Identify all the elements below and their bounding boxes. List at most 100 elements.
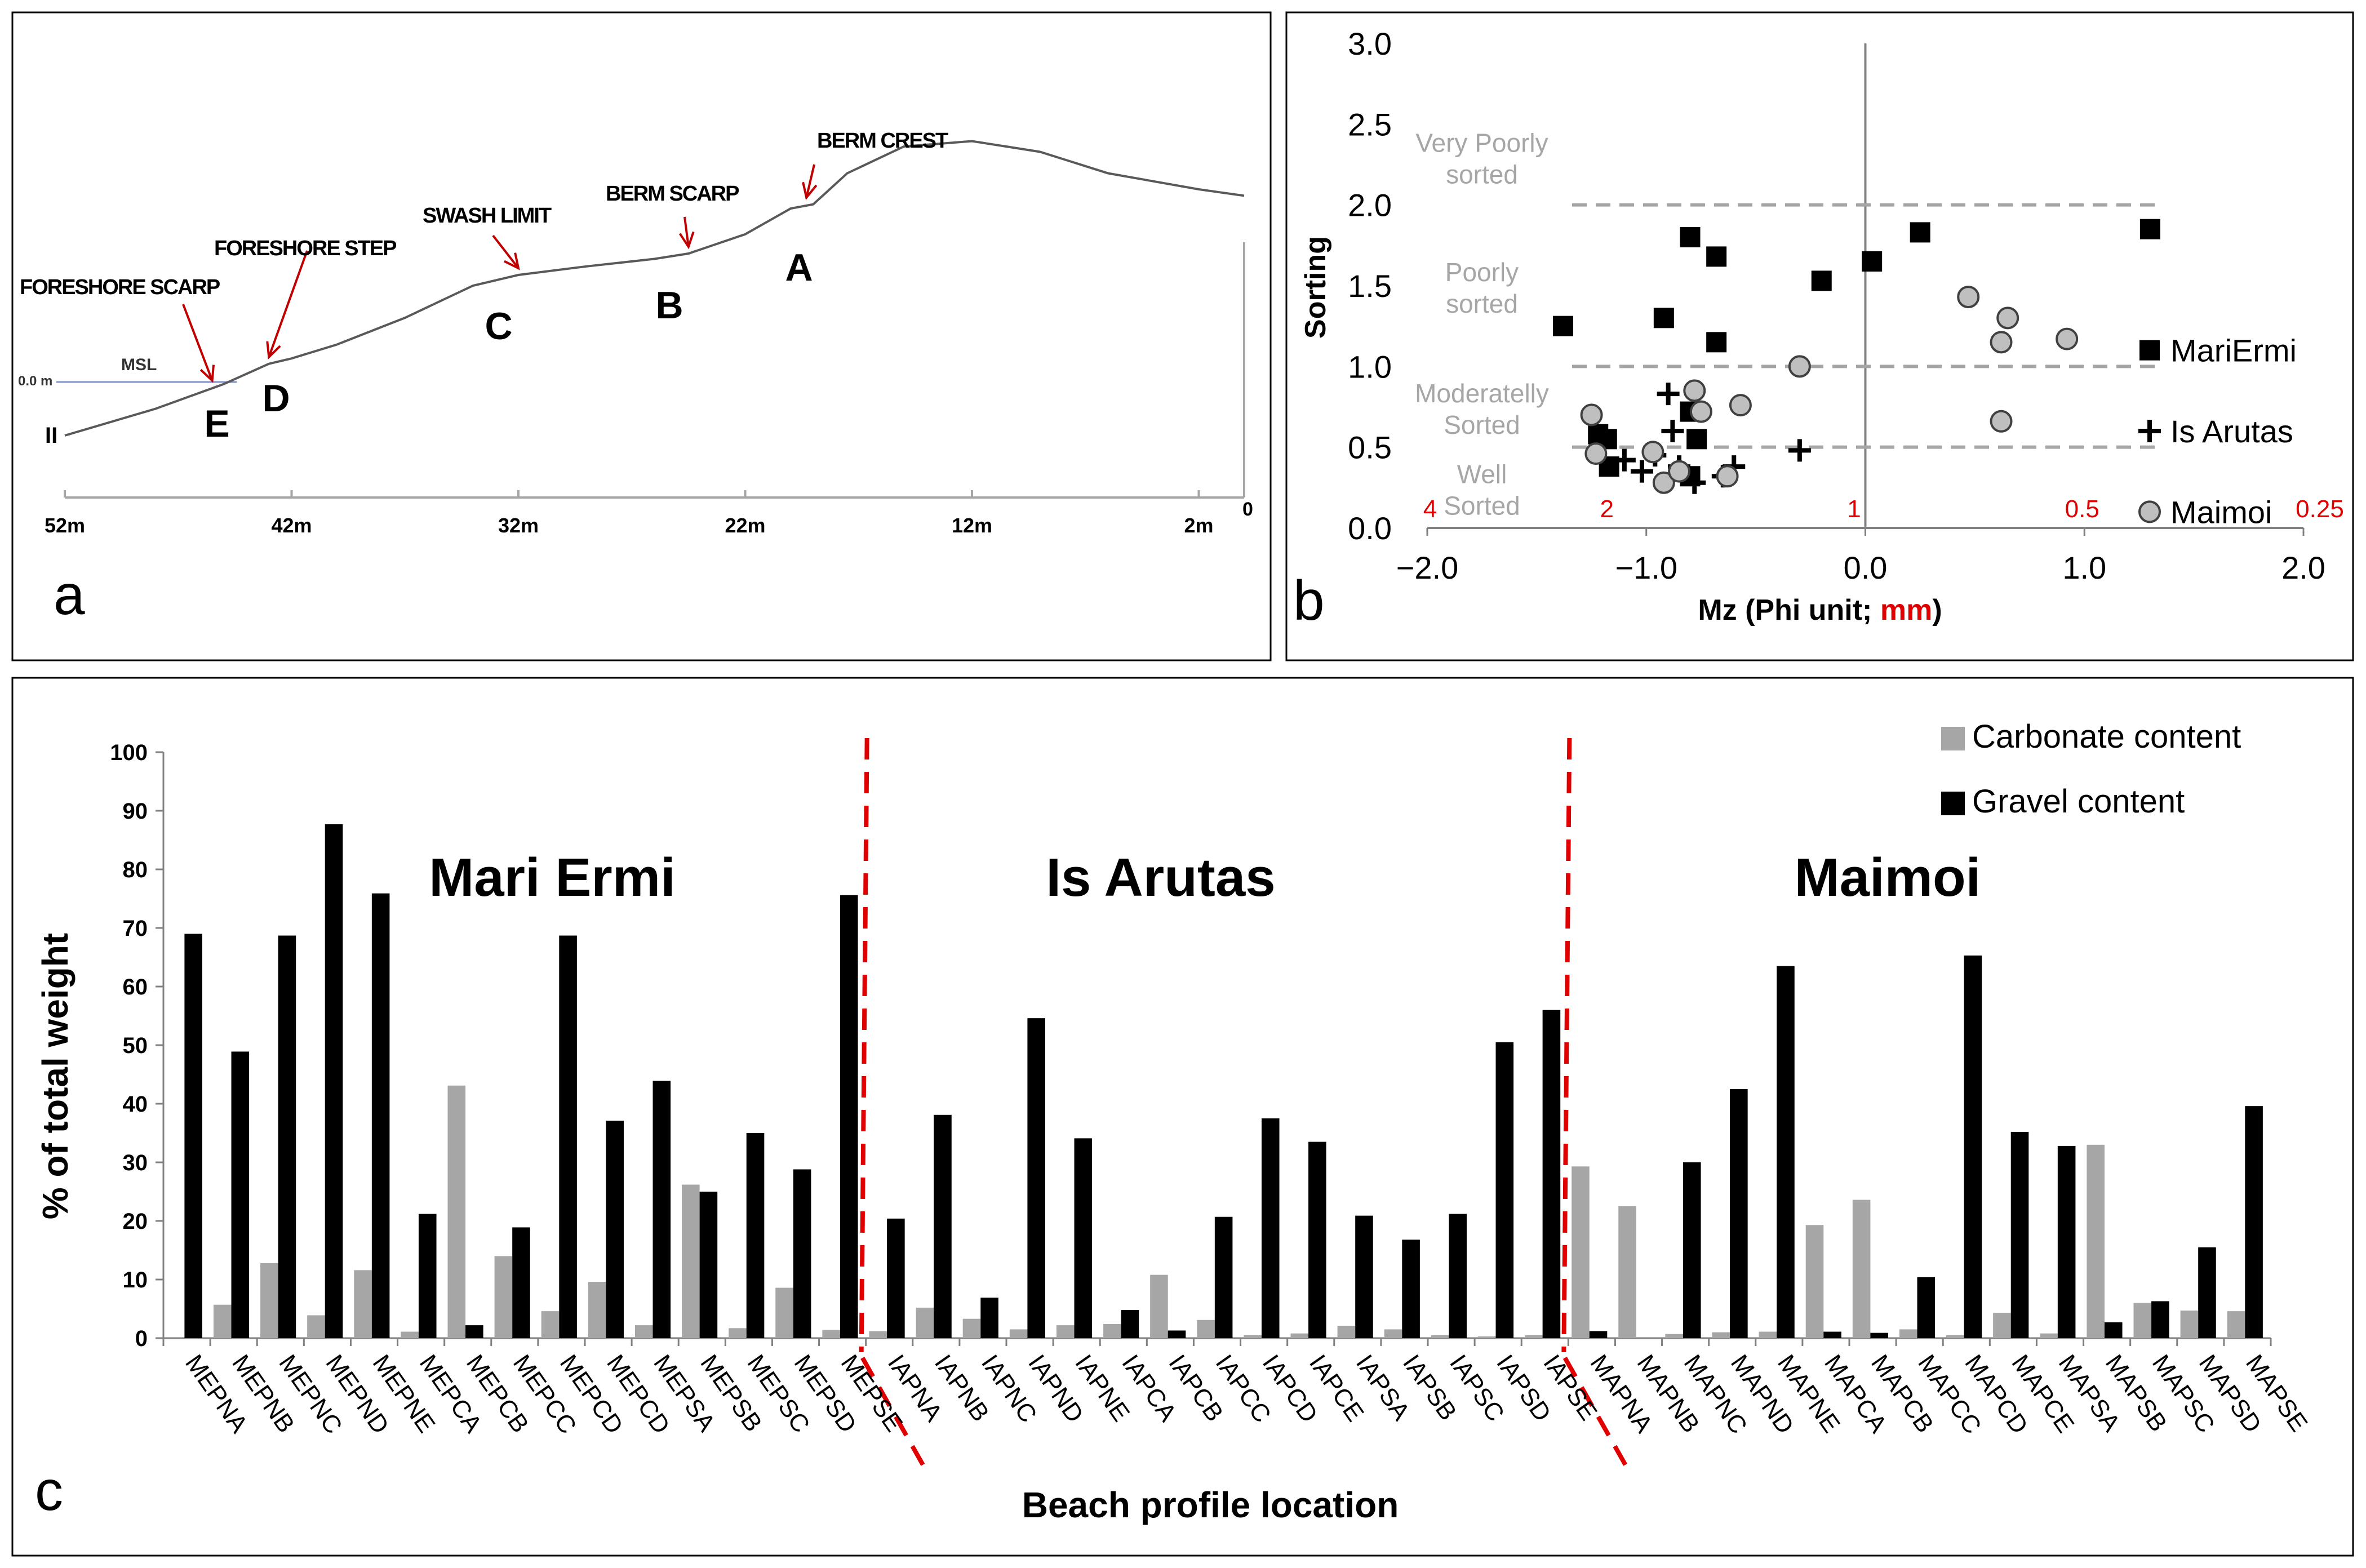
bar-gravel-mepca — [418, 1214, 437, 1338]
bar-carbonate-mapcd — [1946, 1335, 1964, 1338]
panel-b-y-tick-label: 1.5 — [1348, 268, 1392, 304]
bar-gravel-mepsa — [652, 1081, 671, 1338]
point-is-arutas — [1683, 471, 1706, 494]
bar-carbonate-mapnc — [1665, 1334, 1683, 1338]
point-mariermi — [1910, 222, 1930, 243]
panel-b-y-tick-label: 1.0 — [1348, 349, 1392, 384]
panel-a-x-tick-label: 42m — [271, 514, 312, 537]
panel-b-mm-tick-label: 4 — [1423, 495, 1437, 523]
bar-carbonate-mapne — [1759, 1331, 1777, 1338]
bar-carbonate-mapna — [1572, 1166, 1590, 1338]
legend-gravel-label: Gravel content — [1972, 783, 2185, 820]
bar-carbonate-mapce — [1993, 1313, 2011, 1338]
bar-carbonate-iapsb — [1384, 1329, 1402, 1338]
panel-c-y-tick-label: 0 — [135, 1326, 148, 1351]
panel-c-ylabel: % of total weight — [35, 933, 76, 1219]
point-maimoi — [1788, 355, 1811, 378]
legend-label-mariermi: MariErmi — [2170, 333, 2297, 368]
point-is-arutas — [1661, 420, 1684, 442]
bar-gravel-mapce — [2010, 1131, 2029, 1338]
sorting-class-label-well: Well — [1457, 459, 1507, 488]
panel-b-x-tick-label: 0.0 — [1844, 550, 1888, 585]
bar-carbonate-mapsc — [2133, 1303, 2152, 1338]
bar-gravel-iapna — [887, 1218, 905, 1338]
bar-gravel-mepsc — [746, 1133, 765, 1338]
group-label-maimoi: Maimoi — [1795, 847, 1981, 908]
legend-gravel-swatch — [1941, 792, 1965, 815]
feature-arrow-d — [268, 250, 308, 358]
panel-a-x-tick-label: 52m — [45, 514, 85, 537]
bar-gravel-mapna — [1589, 1331, 1608, 1338]
bar-carbonate-iapne — [1056, 1325, 1075, 1338]
panel-c-label: c — [35, 1459, 63, 1522]
bar-gravel-mapcb — [1870, 1332, 1888, 1338]
bar-carbonate-mapnd — [1712, 1332, 1730, 1338]
bar-carbonate-mepcd — [541, 1311, 560, 1338]
legend-label-is-arutas: Is Arutas — [2170, 414, 2293, 449]
point-is-arutas — [1630, 460, 1653, 483]
bar-gravel-mapse — [2245, 1106, 2263, 1338]
point-maimoi — [1996, 307, 2019, 330]
bar-carbonate-mepsd — [775, 1287, 793, 1338]
panel-a-x-tick-label: 2m — [1184, 514, 1213, 537]
feature-name-foreshore-step: FORESHORE STEP — [214, 237, 397, 260]
point-maimoi — [1652, 471, 1675, 494]
group-separator — [860, 1357, 929, 1472]
sorting-class-label-very-poorly: Very Poorly — [1415, 128, 1548, 158]
bar-gravel-iapnb — [934, 1114, 952, 1338]
point-maimoi — [1683, 379, 1706, 402]
feature-arrowhead-a — [802, 181, 818, 201]
point-maimoi — [1641, 441, 1664, 464]
feature-name-foreshore-scarp: FORESHORE SCARP — [20, 276, 220, 299]
panel-b-y-tick-label: 0.5 — [1348, 430, 1392, 465]
point-is-arutas — [1788, 439, 1811, 462]
bar-carbonate-mepcd — [588, 1282, 606, 1338]
point-maimoi — [1990, 410, 2013, 433]
panel-c-y-tick-label: 90 — [123, 799, 148, 824]
sorting-class-label-poorly: Poorly — [1445, 257, 1519, 287]
panel-b-x-tick-label: 1.0 — [2062, 550, 2106, 585]
panel-b-mm-tick-label: 0.25 — [2296, 495, 2344, 523]
point-mariermi — [1686, 429, 1707, 450]
bar-gravel-mepse — [840, 895, 858, 1338]
panel-a-label: a — [54, 563, 85, 627]
bar-carbonate-iapnd — [1009, 1329, 1028, 1338]
feature-arrow-b — [683, 216, 690, 247]
legend-carbonate-label: Carbonate content — [1972, 718, 2241, 755]
panel-a-x-tick-label: 32m — [498, 514, 539, 537]
bar-gravel-iapcc — [1214, 1216, 1233, 1338]
point-mariermi — [1862, 251, 1883, 272]
bar-gravel-mapsb — [2104, 1322, 2123, 1338]
point-maimoi — [1580, 403, 1603, 427]
bar-carbonate-mapsd — [2180, 1311, 2199, 1338]
panel-c-y-tick-label: 40 — [123, 1092, 148, 1117]
feature-arrow-c — [492, 234, 520, 269]
panel-c-xlabel: Beach profile location — [1022, 1485, 1399, 1525]
panel-c-y-tick-label: 70 — [123, 916, 148, 941]
bar-carbonate-mepnd — [307, 1315, 325, 1338]
bar-carbonate-mepsc — [729, 1328, 747, 1338]
legend-marker-maimoi — [2138, 500, 2161, 523]
panel-b-x-tick-label: −2.0 — [1396, 550, 1459, 585]
point-mariermi — [1811, 270, 1832, 291]
bar-carbonate-mapcb — [1852, 1200, 1871, 1338]
point-maimoi — [1729, 394, 1752, 417]
bar-gravel-mapcc — [1917, 1277, 1936, 1338]
bar-gravel-iapse — [1542, 1010, 1561, 1338]
legend-marker-mariermi — [2139, 340, 2160, 361]
profile-start-label: II — [45, 423, 57, 448]
bar-carbonate-mapsa — [2040, 1333, 2058, 1338]
bar-gravel-mapcd — [1964, 955, 1982, 1338]
bar-carbonate-iapna — [869, 1331, 887, 1338]
feature-arrowhead-d — [266, 341, 281, 360]
feature-letter-c: C — [485, 305, 512, 348]
sorting-class-label-moderatelly: Moderatelly — [1415, 379, 1549, 408]
panel-b-y-tick-label: 0.0 — [1348, 510, 1392, 546]
panel-b-mm-tick-label: 2 — [1600, 495, 1614, 523]
point-maimoi — [1957, 286, 1980, 309]
bar-carbonate-iapce — [1290, 1333, 1309, 1338]
bar-carbonate-mepca — [401, 1331, 419, 1338]
bar-gravel-mepna — [184, 934, 202, 1338]
feature-name-berm-scarp: BERM SCARP — [606, 182, 739, 206]
